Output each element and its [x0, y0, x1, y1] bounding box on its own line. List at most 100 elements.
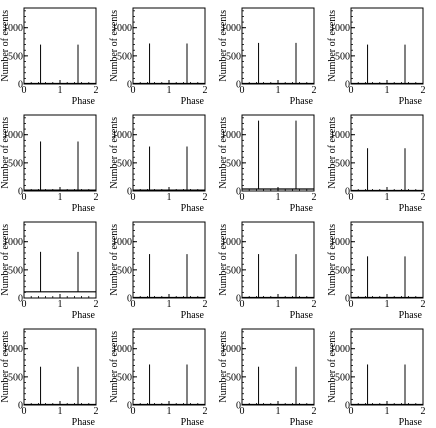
y-tick-label: 1000	[221, 130, 241, 141]
y-tick-label: 1000	[112, 344, 132, 355]
x-tick-label: 2	[312, 85, 317, 96]
histogram-svg: 0 1 2 0 500 1000 Phase Number of events	[0, 114, 99, 214]
y-tick-label: 500	[117, 265, 132, 276]
y-tick-label: 1000	[3, 130, 23, 141]
x-tick-label: 1	[58, 299, 63, 310]
histogram-panel-7: 0 1 2 0 500 1000 Phase Number of events	[218, 107, 327, 214]
x-tick-label: 1	[385, 192, 390, 203]
y-tick-label: 0	[345, 294, 350, 305]
histogram-svg: 0 1 2 0 500 1000 Phase Number of events	[327, 7, 426, 107]
x-tick-label: 1	[385, 299, 390, 310]
y-tick-label: 0	[345, 80, 350, 91]
y-tick-label: 0	[18, 80, 23, 91]
x-tick-label: 0	[22, 85, 27, 96]
y-tick-label: 0	[236, 187, 241, 198]
x-tick-label: 0	[22, 406, 27, 417]
histogram-svg: 0 1 2 0 500 1000 Phase Number of events	[0, 328, 99, 428]
y-tick-label: 0	[345, 401, 350, 412]
x-axis-title: Phase	[399, 96, 423, 107]
x-axis-title: Phase	[181, 203, 205, 214]
y-axis-title: Number of events	[109, 10, 120, 82]
y-tick-label: 1000	[330, 344, 350, 355]
histogram-panel-5: 0 1 2 0 500 1000 Phase Number of events	[0, 107, 109, 214]
y-axis-title: Number of events	[218, 117, 229, 189]
x-tick-label: 0	[22, 192, 27, 203]
x-tick-label: 1	[167, 299, 172, 310]
x-tick-label: 2	[94, 85, 99, 96]
y-tick-label: 1000	[112, 237, 132, 248]
y-tick-label: 500	[117, 372, 132, 383]
x-tick-label: 0	[349, 299, 354, 310]
y-tick-label: 1000	[221, 344, 241, 355]
histogram-svg: 0 1 2 0 500 1000 Phase Number of events	[218, 114, 317, 214]
histogram-svg: 0 1 2 0 500 1000 Phase Number of events	[327, 221, 426, 321]
histogram-svg: 0 1 2 0 500 1000 Phase Number of events	[0, 7, 99, 107]
x-tick-label: 1	[385, 85, 390, 96]
histogram-panel-4: 0 1 2 0 500 1000 Phase Number of events	[327, 0, 436, 107]
x-axis-title: Phase	[290, 310, 314, 321]
plot-frame	[23, 114, 97, 192]
histogram-panel-13: 0 1 2 0 500 1000 Phase Number of events	[0, 321, 109, 428]
x-axis-title: Phase	[290, 96, 314, 107]
histogram-svg: 0 1 2 0 500 1000 Phase Number of events	[218, 328, 317, 428]
x-axis-title: Phase	[399, 203, 423, 214]
histogram-svg: 0 1 2 0 500 1000 Phase Number of events	[218, 221, 317, 321]
x-tick-label: 0	[349, 85, 354, 96]
plot-frame	[241, 328, 315, 406]
histogram-panel-16: 0 1 2 0 500 1000 Phase Number of events	[327, 321, 436, 428]
y-tick-label: 1000	[221, 23, 241, 34]
x-tick-label: 2	[94, 299, 99, 310]
x-tick-label: 1	[276, 299, 281, 310]
y-axis-title: Number of events	[327, 224, 338, 296]
histogram-svg: 0 1 2 0 500 1000 Phase Number of events	[109, 7, 208, 107]
x-tick-label: 1	[58, 192, 63, 203]
y-tick-label: 0	[236, 401, 241, 412]
y-axis-title: Number of events	[109, 331, 120, 403]
x-tick-label: 2	[312, 192, 317, 203]
histogram-svg: 0 1 2 0 500 1000 Phase Number of events	[218, 7, 317, 107]
y-tick-label: 0	[18, 294, 23, 305]
x-tick-label: 1	[167, 85, 172, 96]
plot-frame	[23, 7, 97, 85]
x-axis-title: Phase	[399, 310, 423, 321]
x-tick-label: 1	[58, 406, 63, 417]
y-tick-label: 1000	[221, 237, 241, 248]
histogram-svg: 0 1 2 0 500 1000 Phase Number of events	[109, 328, 208, 428]
y-tick-label: 500	[335, 158, 350, 169]
y-axis-title: Number of events	[0, 224, 11, 296]
y-tick-label: 0	[345, 187, 350, 198]
histogram-panel-9: 0 1 2 0 500 1000 Phase Number of events	[0, 214, 109, 321]
x-tick-label: 2	[421, 85, 426, 96]
histogram-svg: 0 1 2 0 500 1000 Phase Number of events	[109, 114, 208, 214]
y-tick-label: 500	[226, 51, 241, 62]
histogram-panel-14: 0 1 2 0 500 1000 Phase Number of events	[109, 321, 218, 428]
y-tick-label: 1000	[112, 23, 132, 34]
y-tick-label: 0	[127, 80, 132, 91]
y-tick-label: 500	[335, 372, 350, 383]
y-tick-label: 1000	[3, 237, 23, 248]
y-tick-label: 500	[117, 158, 132, 169]
y-tick-label: 1000	[3, 344, 23, 355]
histogram-panel-6: 0 1 2 0 500 1000 Phase Number of events	[109, 107, 218, 214]
x-tick-label: 2	[94, 406, 99, 417]
plot-frame	[23, 328, 97, 406]
plot-frame	[350, 328, 424, 406]
histogram-panel-8: 0 1 2 0 500 1000 Phase Number of events	[327, 107, 436, 214]
y-axis-title: Number of events	[218, 331, 229, 403]
y-axis-title: Number of events	[218, 10, 229, 82]
y-tick-label: 500	[8, 158, 23, 169]
x-tick-label: 2	[421, 299, 426, 310]
x-axis-title: Phase	[290, 417, 314, 428]
histogram-svg: 0 1 2 0 500 1000 Phase Number of events	[327, 328, 426, 428]
x-tick-label: 1	[276, 406, 281, 417]
x-axis-title: Phase	[181, 310, 205, 321]
plot-frame	[23, 221, 97, 299]
x-tick-label: 0	[131, 406, 136, 417]
y-axis-title: Number of events	[327, 331, 338, 403]
x-axis-title: Phase	[72, 203, 96, 214]
histogram-panel-1: 0 1 2 0 500 1000 Phase Number of events	[0, 0, 109, 107]
x-tick-label: 2	[203, 299, 208, 310]
x-axis-title: Phase	[181, 96, 205, 107]
histogram-svg: 0 1 2 0 500 1000 Phase Number of events	[327, 114, 426, 214]
